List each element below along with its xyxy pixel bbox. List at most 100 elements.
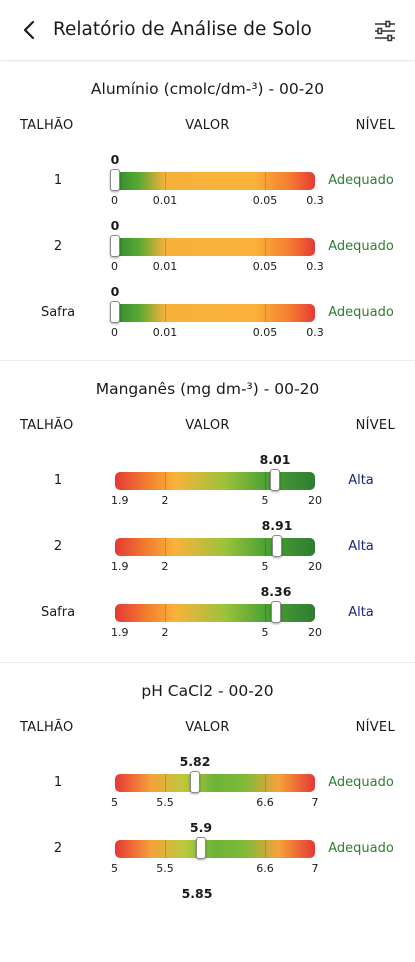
- gauge-tick-mark: [165, 238, 166, 256]
- table-row: 5.85: [0, 882, 415, 948]
- level-status: Alta: [348, 605, 374, 620]
- gauge-tick-label: 5: [261, 560, 269, 573]
- table-row: 2 5.9 5 5.5 6.6 7 Adequado: [0, 816, 415, 882]
- gauge-tick-mark: [265, 172, 266, 190]
- talhao-label: 2: [53, 239, 63, 254]
- level-status: Adequado: [328, 239, 394, 254]
- gauge-tick-mark: [165, 840, 166, 858]
- value-gauge: [115, 535, 315, 557]
- gauge-tick-label: 20: [308, 494, 322, 507]
- gauge-gradient: [115, 538, 315, 556]
- gauge-tick-mark: [265, 604, 266, 622]
- level-status: Adequado: [328, 305, 394, 320]
- value-gauge: [110, 235, 315, 257]
- filter-button[interactable]: [373, 19, 397, 43]
- gauge-thumb: [271, 601, 281, 623]
- gauge-tick-label: 0.01: [152, 194, 178, 207]
- value-label: 8.91: [261, 518, 293, 533]
- value-label: 8.01: [259, 452, 291, 467]
- gauge-thumb: [110, 235, 120, 257]
- table-row: Safra 0 0 0.01 0.05 0.3 Adequado: [0, 280, 415, 346]
- gauge-tick-mark: [165, 304, 166, 322]
- chevron-left-icon: [23, 20, 35, 40]
- value-gauge: [115, 837, 315, 859]
- page-title: Relatório de Análise de Solo: [53, 19, 312, 40]
- gauge-tick-label: 0: [111, 260, 118, 273]
- column-header-valor: VALOR: [185, 118, 230, 133]
- section-divider: [0, 662, 415, 663]
- gauge-tick-label: 5: [111, 796, 118, 809]
- value-label: 5.85: [181, 886, 213, 901]
- table-row: 1 8.01 1.9 2 5 20 Alta: [0, 448, 415, 514]
- gauge-thumb: [110, 301, 120, 323]
- gauge-tick-mark: [265, 304, 266, 322]
- level-status: Adequado: [328, 841, 394, 856]
- gauge-tick-mark: [165, 774, 166, 792]
- gauge-tick-mark: [265, 538, 266, 556]
- value-gauge: [115, 601, 315, 623]
- analysis-section: Manganês (mg dm-³) - 00-20 TALHÃO VALOR NÍV…: [0, 380, 415, 660]
- gauge-tick-label: 0: [111, 326, 118, 339]
- value-label: 5.9: [189, 820, 213, 835]
- section-title: Manganês (mg dm-³) - 00-20: [95, 380, 320, 398]
- gauge-tick-label: 5: [261, 494, 269, 507]
- value-label: 8.36: [260, 584, 292, 599]
- value-label: 5.82: [179, 754, 211, 769]
- talhao-label: 2: [53, 539, 63, 554]
- gauge-tick-label: 0.3: [306, 194, 324, 207]
- gauge-tick-label: 5.5: [156, 796, 174, 809]
- table-row: 1 5.82 5 5.5 6.6 7 Adequado: [0, 750, 415, 816]
- gauge-thumb: [190, 771, 200, 793]
- sliders-icon: [375, 20, 395, 42]
- column-header-talhao: TALHÃO: [20, 118, 74, 133]
- column-header-valor: VALOR: [185, 720, 230, 735]
- gauge-thumb: [110, 169, 120, 191]
- gauge-tick-mark: [265, 774, 266, 792]
- gauge-tick-label: 6.6: [256, 862, 274, 875]
- column-header-talhao: TALHÃO: [20, 418, 74, 433]
- back-button[interactable]: [18, 18, 42, 42]
- gauge-tick-label: 0.05: [252, 326, 278, 339]
- gauge-thumb: [270, 469, 280, 491]
- value-gauge: [110, 169, 315, 191]
- section-title: pH CaCl2 - 00-20: [141, 682, 274, 700]
- gauge-gradient: [115, 304, 315, 322]
- gauge-tick-label: 2: [161, 626, 169, 639]
- level-status: Adequado: [328, 173, 394, 188]
- talhao-label: Safra: [40, 605, 76, 620]
- gauge-tick-label: 1.9: [111, 560, 129, 573]
- talhao-label: Safra: [40, 305, 76, 320]
- gauge-tick-label: 5.5: [156, 862, 174, 875]
- column-header-nivel: NÍVEL: [355, 118, 395, 133]
- column-header-nivel: NÍVEL: [355, 418, 395, 433]
- gauge-tick-label: 2: [161, 494, 169, 507]
- gauge-tick-mark: [165, 472, 166, 490]
- gauge-tick-label: 1.9: [111, 626, 129, 639]
- section-divider: [0, 360, 415, 361]
- gauge-tick-label: 0.3: [306, 260, 324, 273]
- gauge-tick-label: 7: [311, 862, 319, 875]
- gauge-thumb: [196, 837, 206, 859]
- gauge-tick-mark: [265, 840, 266, 858]
- talhao-label: 1: [53, 473, 63, 488]
- gauge-gradient: [115, 472, 315, 490]
- gauge-gradient: [115, 840, 315, 858]
- gauge-gradient: [115, 774, 315, 792]
- value-label: 0: [110, 152, 120, 167]
- gauge-tick-label: 2: [161, 560, 169, 573]
- gauge-tick-label: 1.9: [111, 494, 129, 507]
- gauge-thumb: [272, 535, 282, 557]
- table-row: Safra 8.36 1.9 2 5 20 Alta: [0, 580, 415, 646]
- gauge-gradient: [115, 172, 315, 190]
- gauge-tick-label: 0.01: [152, 260, 178, 273]
- level-status: Alta: [348, 473, 374, 488]
- value-gauge: [115, 469, 315, 491]
- level-status: Alta: [348, 539, 374, 554]
- gauge-tick-label: 20: [308, 626, 322, 639]
- gauge-tick-label: 0: [111, 194, 118, 207]
- gauge-tick-mark: [165, 604, 166, 622]
- gauge-tick-label: 5: [111, 862, 118, 875]
- talhao-label: 1: [53, 775, 63, 790]
- gauge-tick-label: 0.05: [252, 260, 278, 273]
- analysis-section: pH CaCl2 - 00-20 TALHÃO VALOR NÍVEL 1 5.82 5 5.…: [0, 682, 415, 962]
